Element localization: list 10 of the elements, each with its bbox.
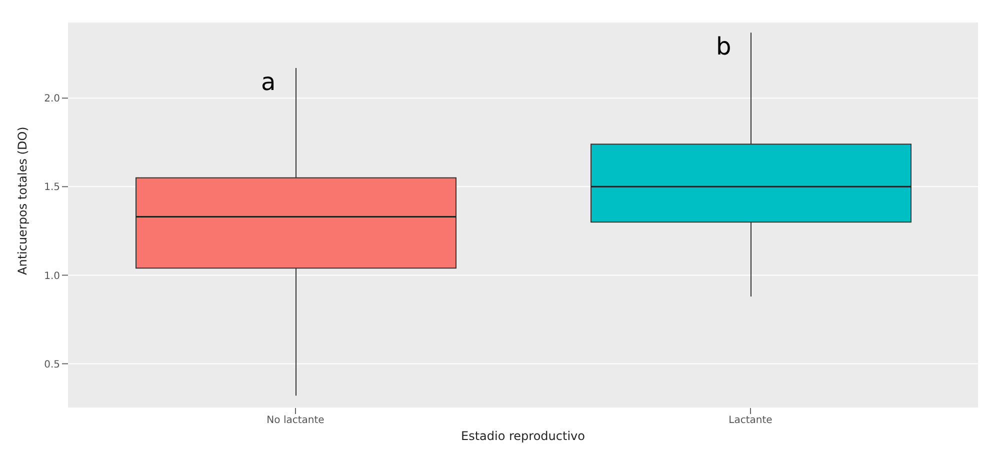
x-tick-label: Lactante	[728, 415, 772, 426]
annotation: b	[716, 32, 732, 61]
y-tick-label: 2.0	[44, 94, 60, 105]
y-tick-label: 1.0	[44, 270, 60, 282]
x-axis-title: Estadio reproductivo	[461, 429, 585, 443]
annotation: a	[261, 68, 276, 96]
y-axis-title: Anticuerpos totales (DO)	[15, 126, 30, 275]
y-tick-label: 1.5	[44, 182, 60, 194]
x-tick-label: No lactante	[266, 415, 324, 426]
y-tick-label: 0.5	[44, 359, 60, 370]
